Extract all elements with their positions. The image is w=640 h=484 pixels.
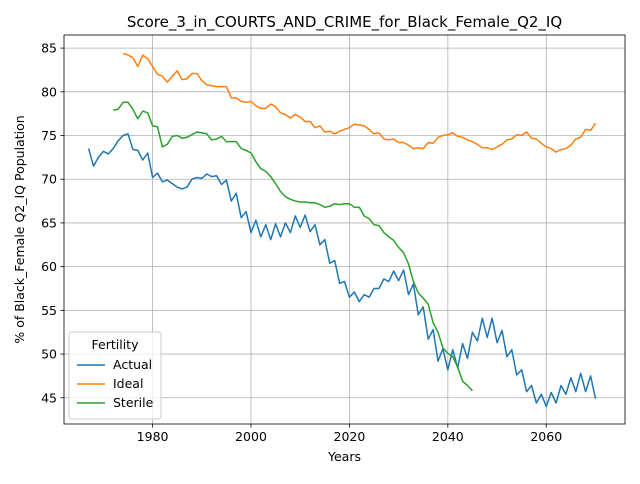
legend-label-sterile: Sterile xyxy=(113,395,154,410)
chart-title: Score_3_in_COURTS_AND_CRIME_for_Black_Fe… xyxy=(127,13,562,32)
ticks: 1980 2000 2020 2040 2060 45 50 55 60 65 70 75 80 85 xyxy=(41,41,562,444)
x-axis-label: Years xyxy=(327,449,361,464)
y-tick-label: 75 xyxy=(41,128,57,143)
x-tick-label: 2000 xyxy=(235,429,267,444)
legend: Fertility Actual Ideal Sterile xyxy=(68,331,162,420)
series-lines xyxy=(87,52,597,408)
series-line-actual xyxy=(87,133,597,408)
y-tick-label: 55 xyxy=(41,303,57,318)
x-tick-label: 2040 xyxy=(432,429,464,444)
legend-label-ideal: Ideal xyxy=(113,376,143,391)
plot-frame xyxy=(63,34,626,425)
y-tick-label: 65 xyxy=(41,215,57,230)
y-tick-label: 85 xyxy=(41,41,57,56)
y-axis-label: % of Black_Female Q2_IQ Population xyxy=(12,115,27,343)
y-tick-label: 50 xyxy=(41,347,57,362)
grid xyxy=(64,35,625,424)
legend-title: Fertility xyxy=(92,337,140,352)
series-line-ideal xyxy=(122,52,597,153)
legend-items: Actual Ideal Sterile xyxy=(77,357,154,410)
x-tick-label: 2020 xyxy=(334,429,366,444)
x-tick-label: 2060 xyxy=(530,429,562,444)
legend-label-actual: Actual xyxy=(113,357,152,372)
y-tick-label: 45 xyxy=(41,390,57,405)
y-tick-label: 60 xyxy=(41,259,57,274)
series-line-sterile xyxy=(113,101,473,392)
y-tick-label: 70 xyxy=(41,172,57,187)
x-tick-label: 1980 xyxy=(137,429,169,444)
y-tick-label: 80 xyxy=(41,84,57,99)
legend-box xyxy=(68,331,162,420)
